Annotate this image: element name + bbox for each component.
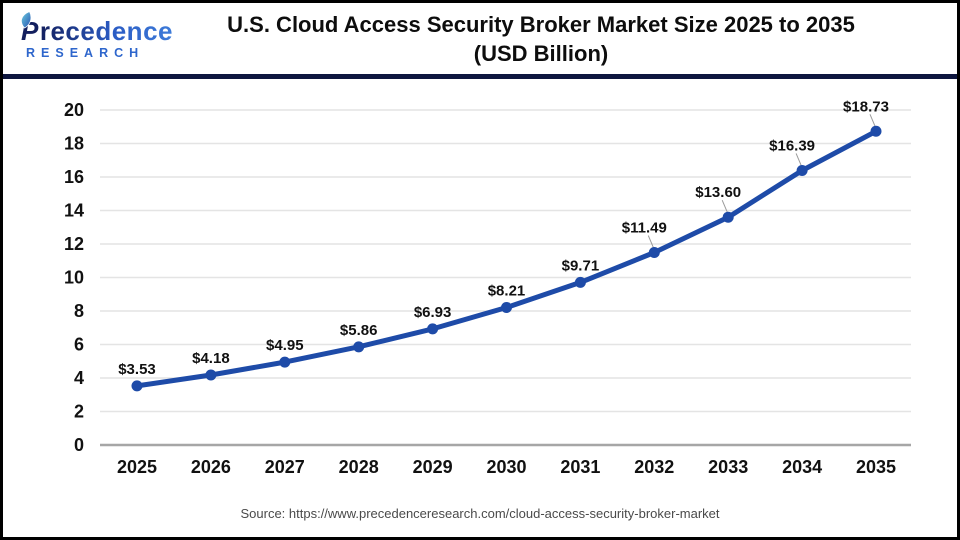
x-tick-label-2032: 2032 xyxy=(634,457,674,477)
y-tick-label-8: 8 xyxy=(74,301,84,321)
data-label-2030: $8.21 xyxy=(488,282,526,299)
leader-line-2033 xyxy=(721,200,729,214)
brand-name: Precedence xyxy=(20,10,179,46)
brand-logo: Precedence RESEARCH xyxy=(20,10,179,60)
data-point-2031 xyxy=(574,276,586,288)
series-line xyxy=(134,128,879,389)
data-label-2028: $5.86 xyxy=(340,322,378,339)
data-point-2030 xyxy=(501,301,512,313)
data-label-2034: $16.39 xyxy=(769,137,815,154)
x-tick-label-2031: 2031 xyxy=(560,457,600,477)
y-tick-label-2: 2 xyxy=(74,402,84,422)
footer: Source: https://www.precedenceresearch.c… xyxy=(3,502,957,532)
leader-line-2034 xyxy=(795,153,803,167)
x-tick-label-2030: 2030 xyxy=(486,457,526,477)
data-label-2029: $6.93 xyxy=(414,304,452,321)
y-tick-label-6: 6 xyxy=(74,335,84,355)
data-point-2028 xyxy=(353,341,365,353)
x-tick-label-2033: 2033 xyxy=(708,457,748,477)
x-tick-label-2028: 2028 xyxy=(339,457,379,477)
y-tick-label-12: 12 xyxy=(64,234,84,254)
data-label-2027: $4.95 xyxy=(266,337,304,354)
header: Precedence RESEARCH U.S. Cloud Access Se… xyxy=(3,3,957,79)
chart-title: U.S. Cloud Access Security Broker Market… xyxy=(179,10,943,68)
logo-letter-p: P xyxy=(21,15,39,46)
chart-title-line1: U.S. Cloud Access Security Broker Market… xyxy=(227,11,855,37)
data-label-2032: $11.49 xyxy=(622,220,667,237)
y-tick-label-20: 20 xyxy=(64,100,84,120)
leader-line-2032 xyxy=(647,235,655,249)
y-tick-label-16: 16 xyxy=(64,167,84,187)
data-point-2027 xyxy=(279,356,291,368)
line-chart: 0 2 4 6 8 10 12 14 16 18 20 2025 2026 2027 2028 2029 203… xyxy=(64,98,911,477)
leader-line-2035 xyxy=(869,114,876,128)
y-tick-label-18: 18 xyxy=(64,134,84,154)
y-tick-label-14: 14 xyxy=(64,201,84,221)
x-tick-label-2029: 2029 xyxy=(413,457,453,477)
logo-research-text: RESEARCH xyxy=(26,45,145,60)
data-label-2031: $9.71 xyxy=(562,257,600,274)
data-point-2029 xyxy=(427,323,439,335)
data-point-2035 xyxy=(870,125,882,137)
x-tick-label-2027: 2027 xyxy=(265,457,305,477)
data-label-2025: $3.53 xyxy=(118,361,156,378)
data-label-2035: $18.73 xyxy=(843,98,889,115)
chart-area: 0 2 4 6 8 10 12 14 16 18 20 2025 2026 2027 2028 2029 203… xyxy=(3,79,957,502)
y-tick-label-10: 10 xyxy=(64,268,84,288)
data-label-2033: $13.60 xyxy=(695,184,741,201)
x-tick-label-2026: 2026 xyxy=(191,457,231,477)
y-tick-label-4: 4 xyxy=(74,368,84,388)
x-tick-label-2035: 2035 xyxy=(856,457,896,477)
x-tick-label-2034: 2034 xyxy=(782,457,822,477)
x-tick-label-2025: 2025 xyxy=(117,457,157,477)
data-point-2025 xyxy=(131,380,143,392)
data-point-2026 xyxy=(205,369,217,381)
logo-name-rest: recedence xyxy=(39,15,173,46)
data-point-2034 xyxy=(796,164,808,176)
data-point-2032 xyxy=(648,247,660,259)
data-label-2026: $4.18 xyxy=(192,350,230,367)
y-tick-label-0: 0 xyxy=(74,435,84,455)
source-text: Source: https://www.precedenceresearch.c… xyxy=(240,506,720,521)
data-point-2033 xyxy=(722,211,734,223)
chart-title-line2: (USD Billion) xyxy=(473,40,609,66)
